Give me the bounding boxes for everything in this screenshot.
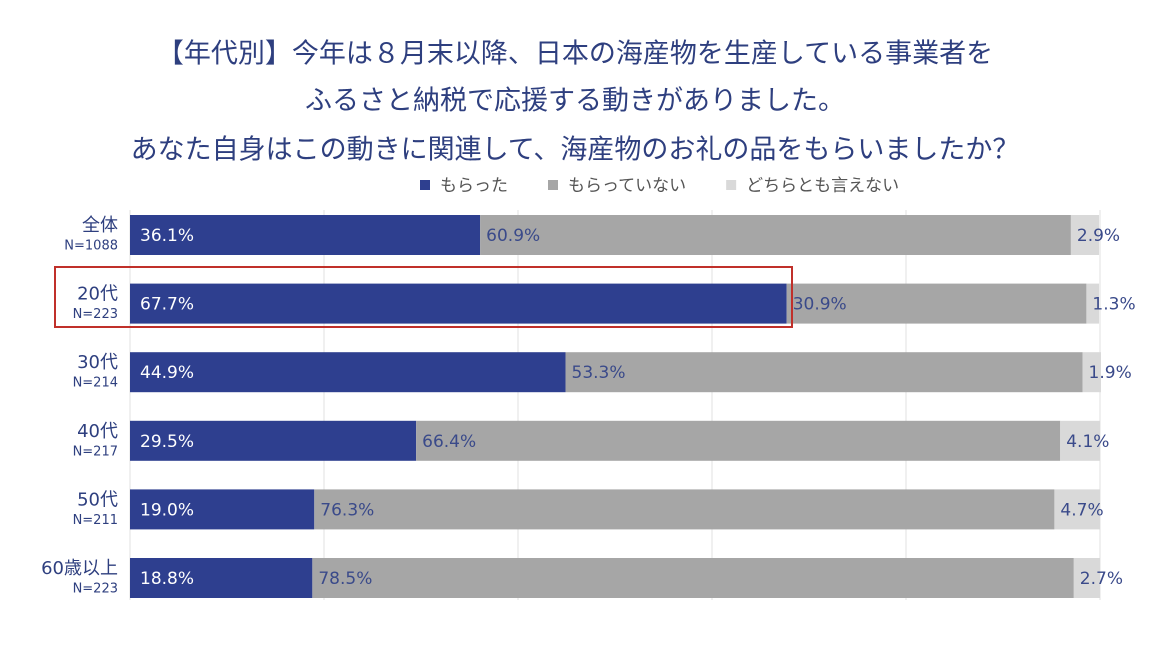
bar-segment [130, 283, 787, 324]
value-label: 19.0% [140, 500, 194, 520]
category-label: 40代 [77, 421, 118, 442]
value-label: 36.1% [140, 226, 194, 246]
value-label: 78.5% [318, 569, 372, 589]
value-label: 2.9% [1077, 226, 1120, 246]
value-label: 76.3% [320, 500, 374, 520]
chart-title: 【年代別】今年は８月末以降、日本の海産物を生産している事業者を [157, 39, 993, 70]
bar-segment [130, 489, 315, 530]
legend-label: もらっていない [568, 176, 686, 196]
bar-segment [416, 420, 1061, 461]
value-label: 1.9% [1089, 363, 1132, 383]
legend-swatch [548, 180, 558, 190]
value-label: 1.3% [1092, 295, 1135, 315]
bar-segment [130, 215, 481, 255]
legend-swatch [420, 180, 430, 190]
bar-segment [1070, 215, 1100, 255]
sample-size: N=223 [73, 307, 118, 322]
category-label: 50代 [77, 489, 118, 510]
category-label: 全体 [82, 215, 118, 236]
bar-segment [786, 283, 1087, 324]
sample-size: N=1088 [64, 239, 118, 254]
bar-segment [1073, 558, 1100, 598]
sample-size: N=214 [73, 376, 118, 391]
value-label: 29.5% [140, 432, 194, 452]
bar-segment [1060, 420, 1100, 461]
value-label: 60.9% [486, 226, 540, 246]
sample-size: N=223 [73, 582, 118, 597]
bar-segment [312, 558, 1074, 598]
chart-title: あなた自身はこの動きに関連して、海産物のお礼の品をもらいましたか？ [131, 135, 1020, 166]
bar-segment [130, 352, 566, 393]
value-label: 66.4% [422, 432, 476, 452]
value-label: 44.9% [140, 363, 194, 383]
chart-title: ふるさと納税で応援する動きがありました。 [305, 86, 845, 117]
category-label: 20代 [77, 284, 118, 305]
bar-segment [480, 215, 1071, 255]
value-label: 67.7% [140, 295, 194, 315]
bar-segment [314, 489, 1055, 530]
value-label: 18.8% [140, 569, 194, 589]
sample-size: N=217 [73, 444, 118, 459]
legend-label: どちらとも言えない [746, 176, 899, 196]
category-label: 60歳以上 [41, 558, 118, 579]
legend-swatch [726, 180, 737, 190]
value-label: 53.3% [572, 363, 626, 383]
value-label: 4.7% [1060, 500, 1103, 520]
sample-size: N=211 [73, 513, 118, 528]
highlight-box [54, 266, 793, 328]
bar-segment [1054, 489, 1100, 530]
value-label: 4.1% [1066, 432, 1109, 452]
bar-segment [1086, 283, 1100, 324]
legend-label: もらった [440, 176, 508, 196]
bar-segment [1082, 352, 1101, 393]
value-label: 30.9% [793, 295, 847, 315]
category-label: 30代 [77, 352, 118, 373]
bar-segment [565, 352, 1083, 393]
bar-segment [130, 420, 417, 461]
value-label: 2.7% [1080, 569, 1123, 589]
bar-segment [130, 558, 313, 598]
